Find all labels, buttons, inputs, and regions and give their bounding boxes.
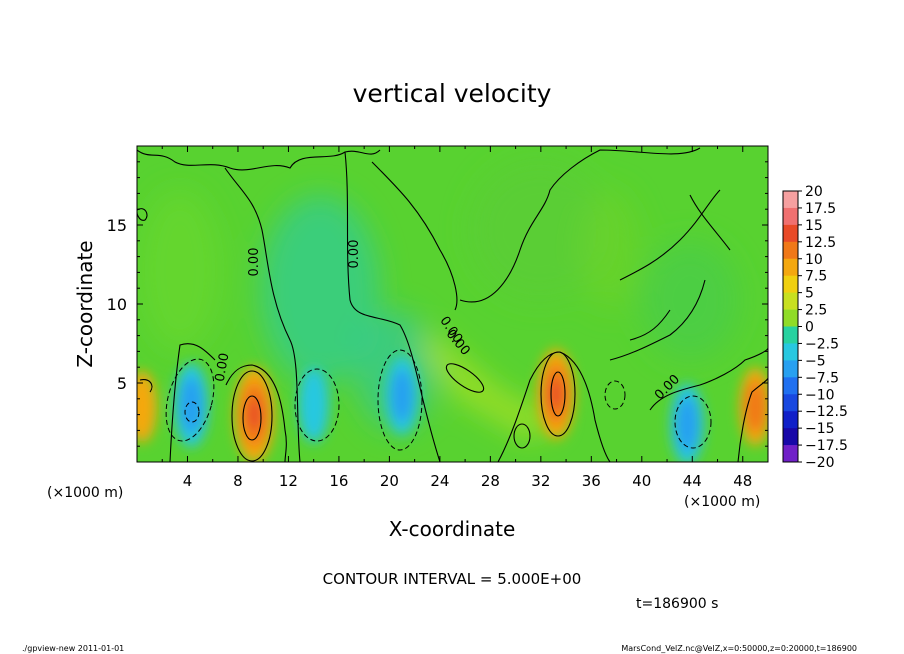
colorbar-swatch-3 — [783, 241, 798, 260]
x-tick-label-6: 28 — [481, 472, 500, 490]
x-tick-label-8: 36 — [582, 472, 601, 490]
colorbar-label-5: 7.5 — [805, 269, 827, 285]
colorbar-swatch-1 — [783, 207, 798, 226]
contour-interval-text: CONTOUR INTERVAL = 5.000E+00 — [323, 570, 582, 588]
colorbar-swatch-6 — [783, 292, 798, 311]
colorbar-label-3: 12.5 — [805, 235, 836, 251]
x-tick-label-2: 12 — [279, 472, 298, 490]
extremum-blob-4-1 — [391, 369, 413, 422]
colorbar-label-11: −7.5 — [805, 370, 839, 386]
chart-title: vertical velocity — [353, 79, 552, 108]
field-texture — [140, 160, 740, 440]
negative-contours — [165, 349, 712, 451]
x-tick-label-5: 24 — [430, 472, 449, 490]
contour-label-0: 0.00 — [247, 248, 262, 277]
colorbar-label-0: 20 — [805, 184, 823, 200]
colorbar-swatch-8 — [783, 326, 798, 344]
x-axis-label: X-coordinate — [389, 517, 516, 541]
contour-label-1: 0.00 — [347, 240, 362, 269]
closed-contours — [231, 351, 576, 462]
contour-label-2: 0.00 — [213, 352, 233, 383]
colorbar-swatch-7 — [783, 309, 798, 327]
x-tick-label-4: 20 — [380, 472, 399, 490]
extremum-blob-2-1 — [179, 376, 203, 434]
footer-left: ./gpview-new 2011-01-01 — [22, 644, 124, 653]
contour-lines — [137, 147, 768, 462]
colorbar-swatch-15 — [783, 445, 798, 463]
extremum-blob-7-0 — [137, 370, 157, 443]
x-tick-label-10: 44 — [683, 472, 702, 490]
colorbar-label-12: −10 — [805, 387, 835, 403]
colorbar-swatch-2 — [783, 224, 798, 243]
colorbar-swatch-4 — [783, 258, 798, 277]
colorbar-label-10: −5 — [805, 353, 826, 369]
plot-field: 0.00 0.000.000.000.000.00 — [137, 146, 768, 462]
colorbar-label-7: 2.5 — [805, 303, 827, 319]
y-unit-label: (×1000 m) — [684, 494, 760, 510]
y-tick-label-0: 5 — [117, 374, 127, 393]
extremum-blob-3-0 — [298, 367, 330, 443]
extremum-blob-5-1 — [676, 396, 699, 452]
colorbar-swatch-10 — [783, 360, 798, 378]
extremum-blob-1-2 — [549, 378, 563, 410]
colorbar-swatch-12 — [783, 394, 798, 412]
colorbar-swatch-0 — [783, 191, 798, 209]
colorbar-label-9: −2.5 — [805, 336, 839, 352]
time-text: t=186900 s — [636, 596, 718, 612]
y-tick-label-2: 15 — [107, 216, 127, 235]
colorbar-label-8: 0 — [805, 320, 814, 336]
x-unit-left: (×1000 m) — [47, 485, 123, 501]
colorbar-label-13: −12.5 — [805, 404, 848, 420]
footer-right: MarsCond_VelZ.nc@VelZ,x=0:50000,z=0:2000… — [621, 644, 857, 653]
x-tick-label-0: 4 — [183, 472, 193, 490]
x-tick-label-11: 48 — [733, 472, 752, 490]
colorbar-swatch-5 — [783, 275, 798, 294]
extremum-blob-0-2 — [247, 398, 262, 431]
y-axis: 5 10 15 — [107, 161, 768, 447]
x-tick-label-7: 32 — [531, 472, 550, 490]
colorbar-label-16: −20 — [805, 455, 835, 471]
colorbar-swatch-13 — [783, 411, 798, 429]
colorbar-swatch-11 — [783, 377, 798, 395]
colorbar-label-2: 15 — [805, 218, 823, 234]
x-axis: 4 8 12 16 20 24 28 32 36 40 44 48 — [161, 146, 752, 490]
colorbar-label-6: 5 — [805, 286, 814, 302]
extrema-blobs — [137, 349, 768, 462]
colorbar-swatch-14 — [783, 428, 798, 446]
x-tick-label-3: 16 — [329, 472, 348, 490]
extremum-blob-6-1 — [744, 380, 767, 433]
colorbar-label-15: −17.5 — [805, 438, 848, 454]
x-tick-label-1: 8 — [233, 472, 243, 490]
y-axis-label: Z-coordinate — [73, 240, 97, 367]
colorbar: 2017.51512.5107.552.50−2.5−5−7.5−10−12.5… — [782, 184, 848, 471]
colorbar-label-1: 17.5 — [805, 201, 836, 217]
x-tick-label-9: 40 — [632, 472, 651, 490]
colorbar-label-14: −15 — [805, 421, 835, 437]
colorbar-label-4: 10 — [805, 252, 823, 268]
colorbar-swatch-9 — [783, 343, 798, 361]
y-tick-label-1: 10 — [107, 295, 127, 314]
